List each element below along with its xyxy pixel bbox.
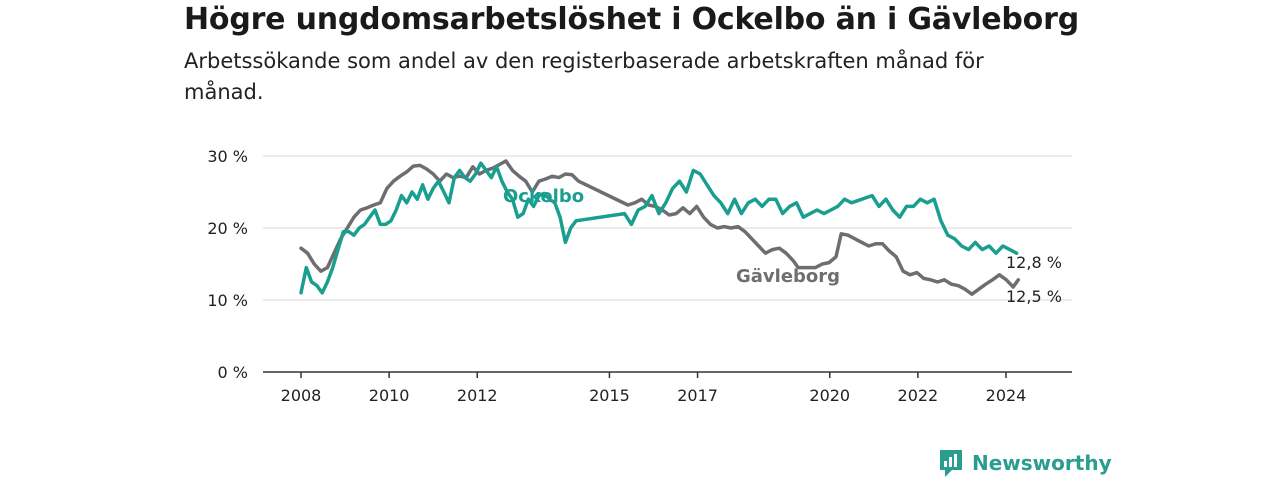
brand-name: Newsworthy bbox=[972, 451, 1112, 475]
series-lines bbox=[299, 159, 1021, 296]
series-label-ockelbo: Ockelbo bbox=[503, 186, 584, 207]
x-tick-label: 2010 bbox=[369, 386, 410, 405]
x-tick-label: 2022 bbox=[898, 386, 939, 405]
bar-chart-icon bbox=[940, 450, 962, 477]
series-label-gavleborg: Gävleborg bbox=[736, 266, 840, 287]
end-label-ockelbo: 12,5 % bbox=[1006, 287, 1062, 306]
x-tick-label: 2024 bbox=[986, 386, 1027, 405]
y-tick-label: 20 % bbox=[207, 219, 248, 238]
chart-title: Högre ungdomsarbetslöshet i Ockelbo än i… bbox=[184, 2, 1079, 37]
chart-subtitle: Arbetssökande som andel av den registerb… bbox=[184, 49, 984, 104]
y-tick-label: 10 % bbox=[207, 291, 248, 310]
y-tick-label: 30 % bbox=[207, 147, 248, 166]
x-tick-label: 2008 bbox=[281, 386, 322, 405]
x-axis-ticks: 2008 2010 2012 2015 2017 2020 2022 2024 bbox=[281, 372, 1027, 405]
x-tick-label: 2012 bbox=[457, 386, 498, 405]
newsworthy-logo: Newsworthy bbox=[938, 448, 1112, 478]
x-tick-label: 2017 bbox=[677, 386, 718, 405]
end-label-gavleborg: 12,8 % bbox=[1006, 253, 1062, 272]
x-tick-label: 2020 bbox=[809, 386, 850, 405]
series-line-gavleborg bbox=[299, 159, 1021, 296]
x-tick-label: 2015 bbox=[589, 386, 630, 405]
gridlines bbox=[263, 155, 1072, 301]
y-tick-label: 0 % bbox=[218, 363, 248, 382]
series-line-ockelbo bbox=[299, 161, 1019, 295]
y-axis-ticks: 0 % 10 % 20 % 30 % bbox=[207, 147, 248, 382]
